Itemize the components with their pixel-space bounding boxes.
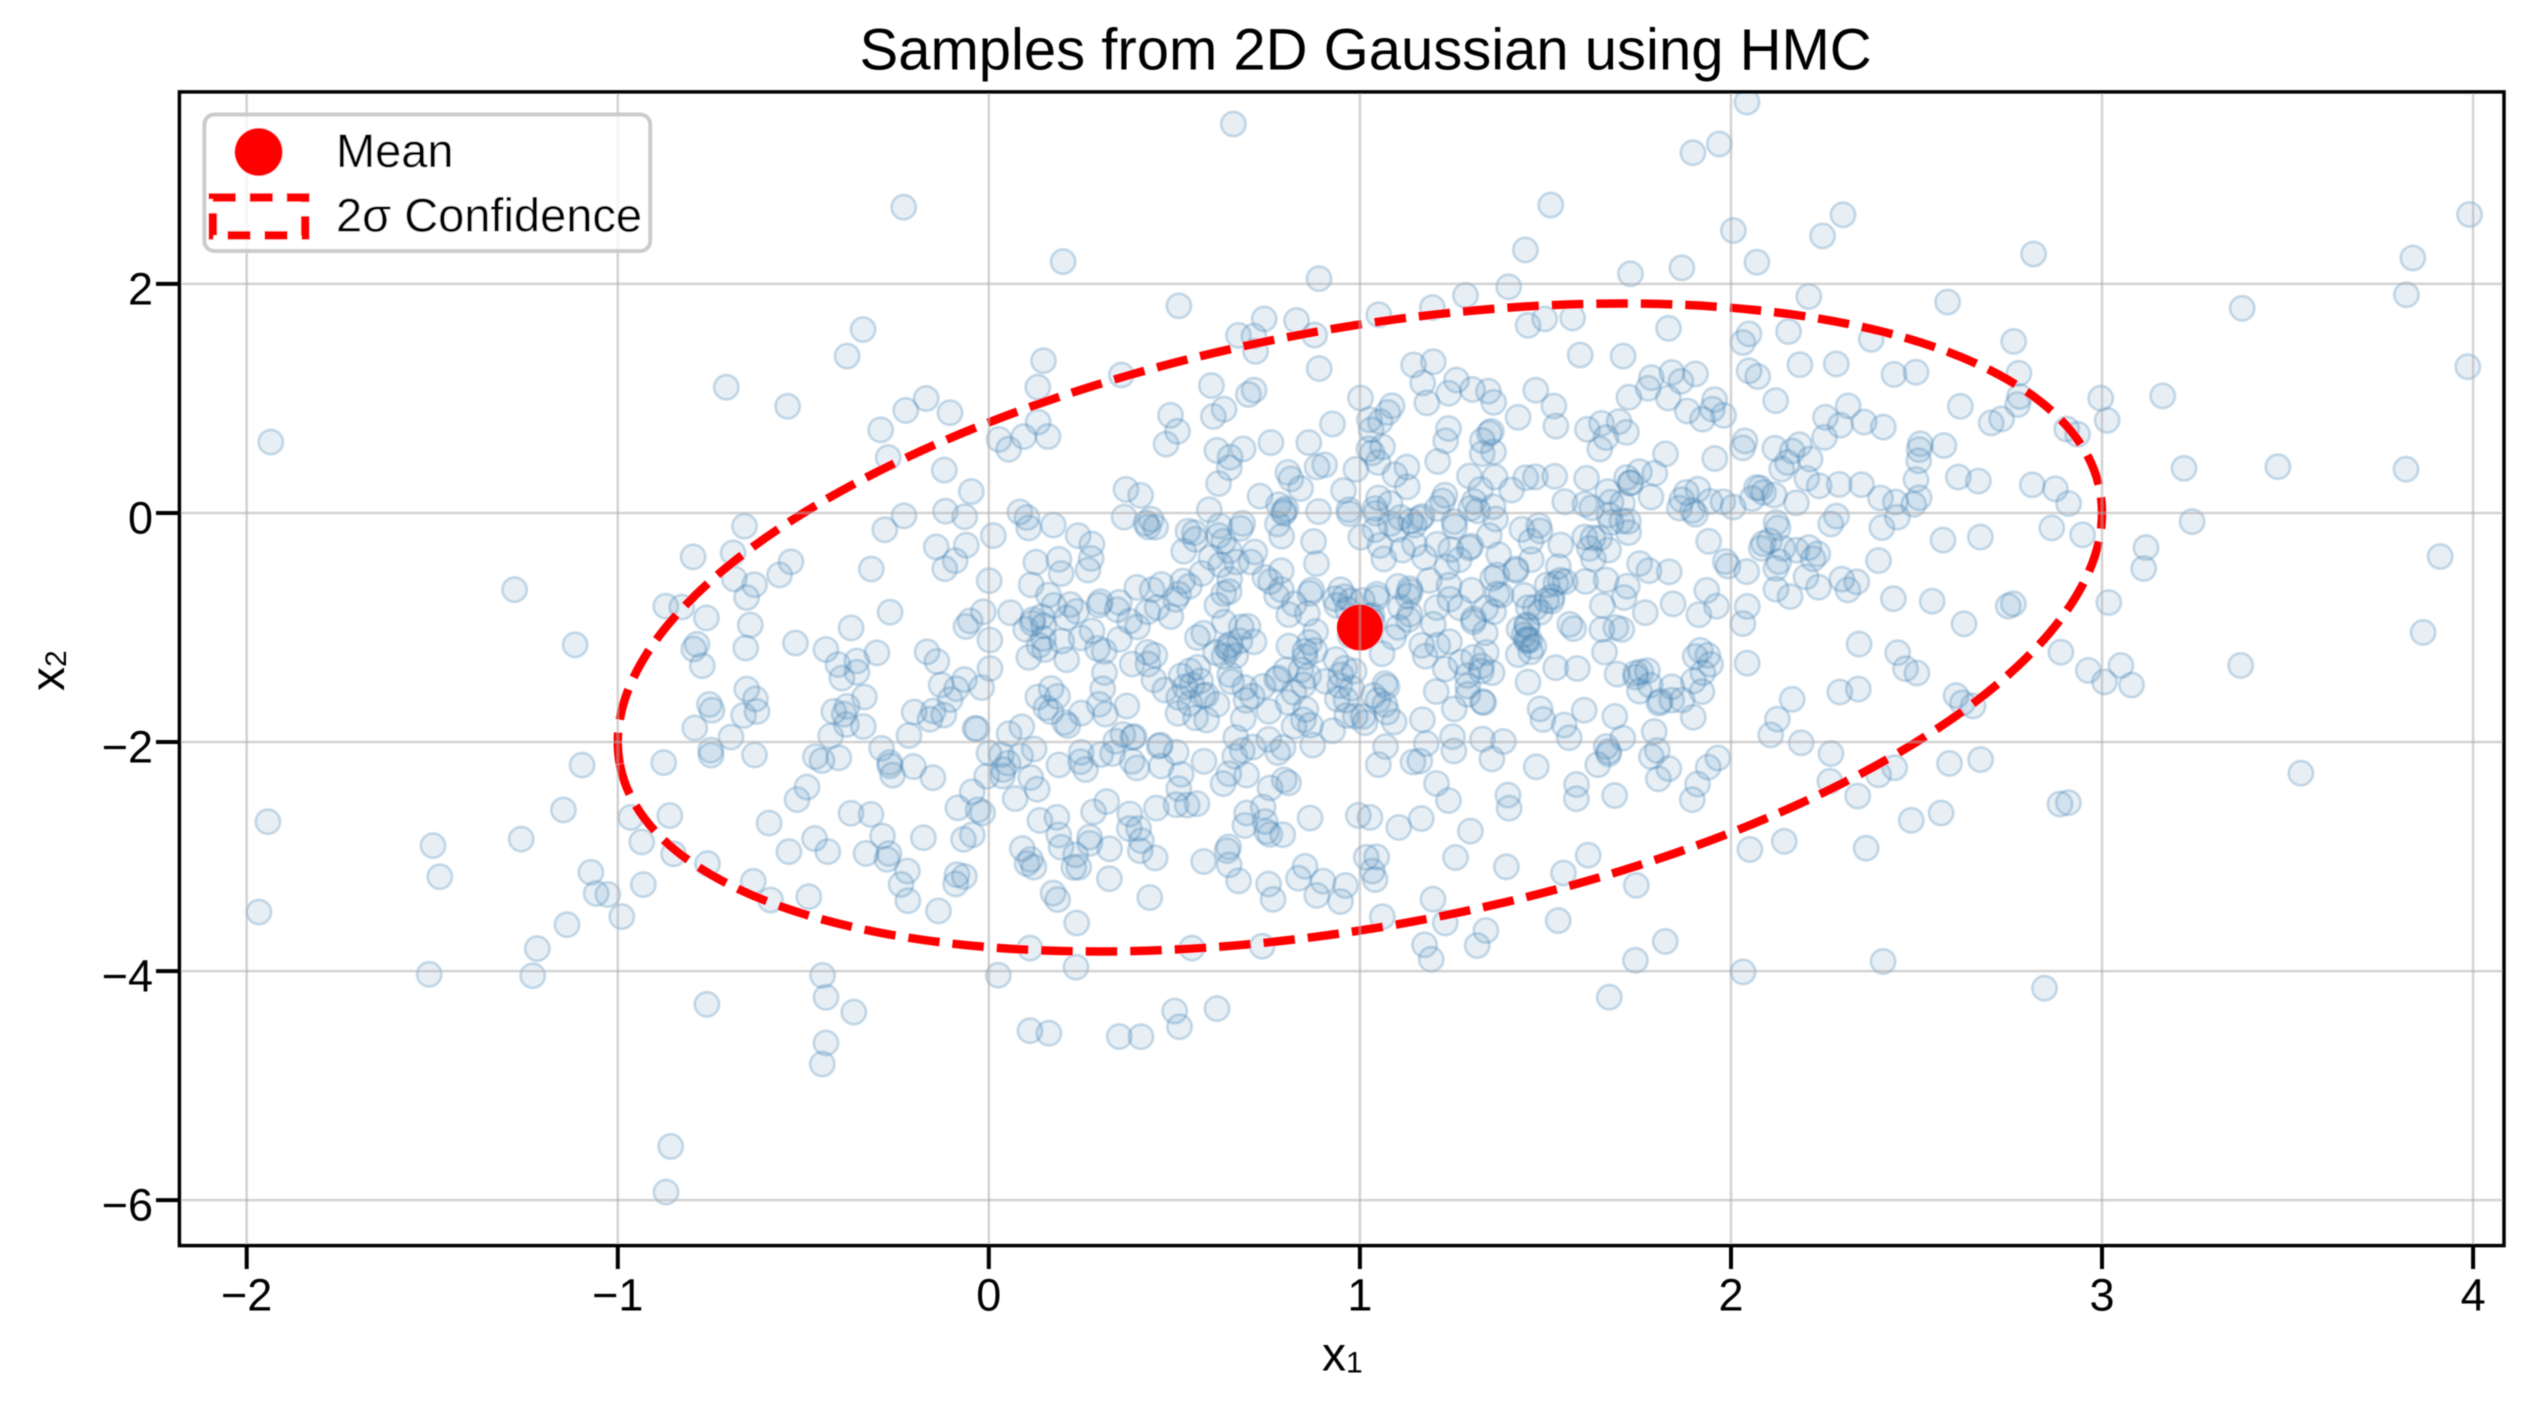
svg-text:1: 1 xyxy=(1347,1270,1372,1321)
svg-text:2: 2 xyxy=(128,263,153,314)
svg-text:3: 3 xyxy=(2089,1270,2114,1321)
svg-text:0: 0 xyxy=(128,493,153,544)
svg-text:0: 0 xyxy=(976,1270,1001,1321)
svg-text:Mean: Mean xyxy=(336,124,454,177)
svg-text:2σ Confidence: 2σ Confidence xyxy=(336,189,642,242)
svg-text:4: 4 xyxy=(2461,1270,2486,1321)
svg-text:−2: −2 xyxy=(221,1270,272,1321)
svg-text:2: 2 xyxy=(1718,1270,1743,1321)
svg-text:−2: −2 xyxy=(102,722,153,773)
svg-text:−6: −6 xyxy=(102,1180,153,1231)
svg-text:−4: −4 xyxy=(102,951,153,1002)
svg-text:−1: −1 xyxy=(592,1270,643,1321)
svg-text:Samples from 2D Gaussian using: Samples from 2D Gaussian using HMC xyxy=(860,18,1872,83)
